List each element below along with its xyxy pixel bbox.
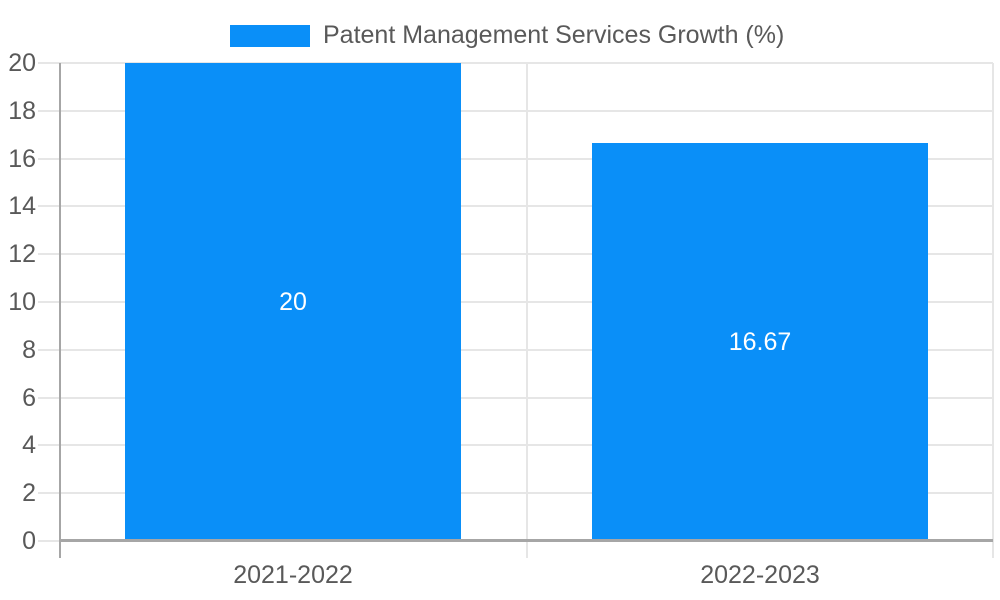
y-gridline — [38, 62, 993, 64]
category-divider — [525, 63, 528, 558]
y-tick-label: 12 — [8, 240, 36, 269]
y-gridline — [38, 301, 993, 303]
y-tick-label: 4 — [22, 431, 36, 460]
y-tick-label: 10 — [8, 288, 36, 316]
bar-value-label: 20 — [279, 287, 307, 316]
x-axis-line — [60, 539, 993, 542]
bar-2021-2022: 20 — [125, 63, 461, 541]
legend: Patent Management Services Growth (%) — [230, 21, 784, 50]
y-tick-label: 16 — [8, 144, 36, 173]
y-gridline — [38, 348, 993, 351]
y-axis-line — [59, 63, 61, 558]
y-gridline — [38, 540, 60, 542]
y-tick-label: 2 — [22, 479, 36, 508]
y-gridline — [38, 396, 993, 399]
y-gridline — [38, 205, 993, 208]
bar-value-label: 16.67 — [728, 327, 792, 356]
y-tick-label: 0 — [22, 527, 36, 555]
y-gridline — [38, 253, 993, 256]
y-tick-label: 20 — [8, 49, 36, 77]
x-category-label: 2022-2023 — [700, 561, 820, 589]
y-gridline — [38, 444, 993, 447]
y-tick-label: 6 — [22, 383, 36, 412]
x-category-label: 2021-2022 — [233, 561, 353, 589]
legend-label: Patent Management Services Growth (%) — [323, 21, 785, 49]
y-tick-label: 8 — [22, 335, 36, 364]
bar-2022-2023: 16.67 — [592, 143, 928, 541]
plot-right-border — [992, 63, 994, 558]
y-tick-label: 18 — [8, 96, 36, 125]
y-gridline — [38, 492, 993, 495]
y-gridline — [38, 157, 993, 160]
y-gridline — [38, 109, 993, 112]
legend-swatch — [230, 24, 310, 47]
y-tick-label: 14 — [8, 192, 36, 221]
